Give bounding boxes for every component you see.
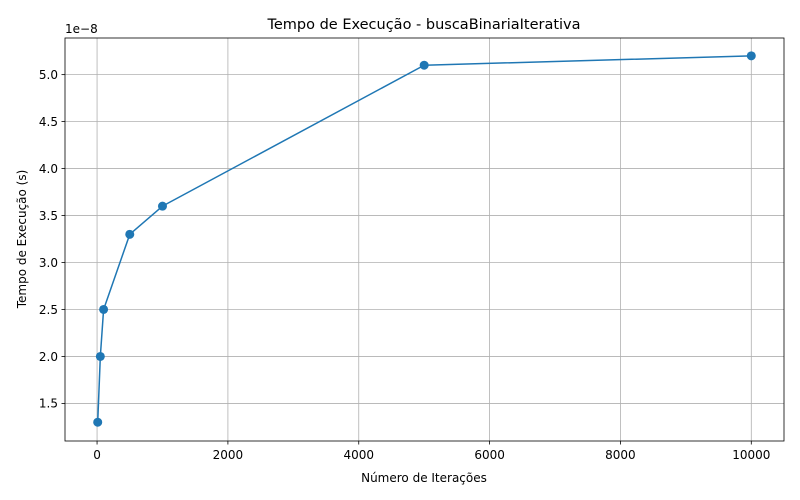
y-scale-label: 1e−8 <box>65 22 98 36</box>
y-tick-label: 2.5 <box>39 303 58 317</box>
y-axis: 1.5 2.0 2.5 3.0 3.5 4.0 4.5 5.0 <box>39 68 65 411</box>
grid <box>65 38 784 441</box>
x-tick-label: 0 <box>93 448 101 462</box>
series-line <box>96 55 752 423</box>
data-point <box>746 51 756 61</box>
plot-frame <box>64 37 785 442</box>
data-point <box>95 351 105 361</box>
x-tick-label: 2000 <box>213 448 244 462</box>
y-tick-label: 4.5 <box>39 115 58 129</box>
x-tick-label: 8000 <box>605 448 636 462</box>
series-layer <box>93 51 756 427</box>
data-point <box>125 229 135 239</box>
data-point <box>99 304 109 314</box>
data-point <box>419 60 429 70</box>
x-tick-label: 4000 <box>343 448 374 462</box>
x-tick-label: 10000 <box>732 448 770 462</box>
x-tick-label: 6000 <box>474 448 505 462</box>
y-tick-label: 5.0 <box>39 68 58 82</box>
chart-title: Tempo de Execução - buscaBinariaIterativ… <box>266 17 580 33</box>
y-tick-label: 1.5 <box>39 397 58 411</box>
x-axis: 0 2000 4000 6000 8000 10000 <box>93 441 770 462</box>
y-axis-title: Tempo de Execução (s) <box>15 170 29 310</box>
x-axis-title: Número de Iterações <box>361 471 487 485</box>
y-tick-label: 2.0 <box>39 350 58 364</box>
data-point <box>157 201 167 211</box>
data-point <box>93 417 103 427</box>
y-tick-label: 3.5 <box>39 209 58 223</box>
y-tick-label: 3.0 <box>39 256 58 270</box>
y-tick-label: 4.0 <box>39 162 58 176</box>
